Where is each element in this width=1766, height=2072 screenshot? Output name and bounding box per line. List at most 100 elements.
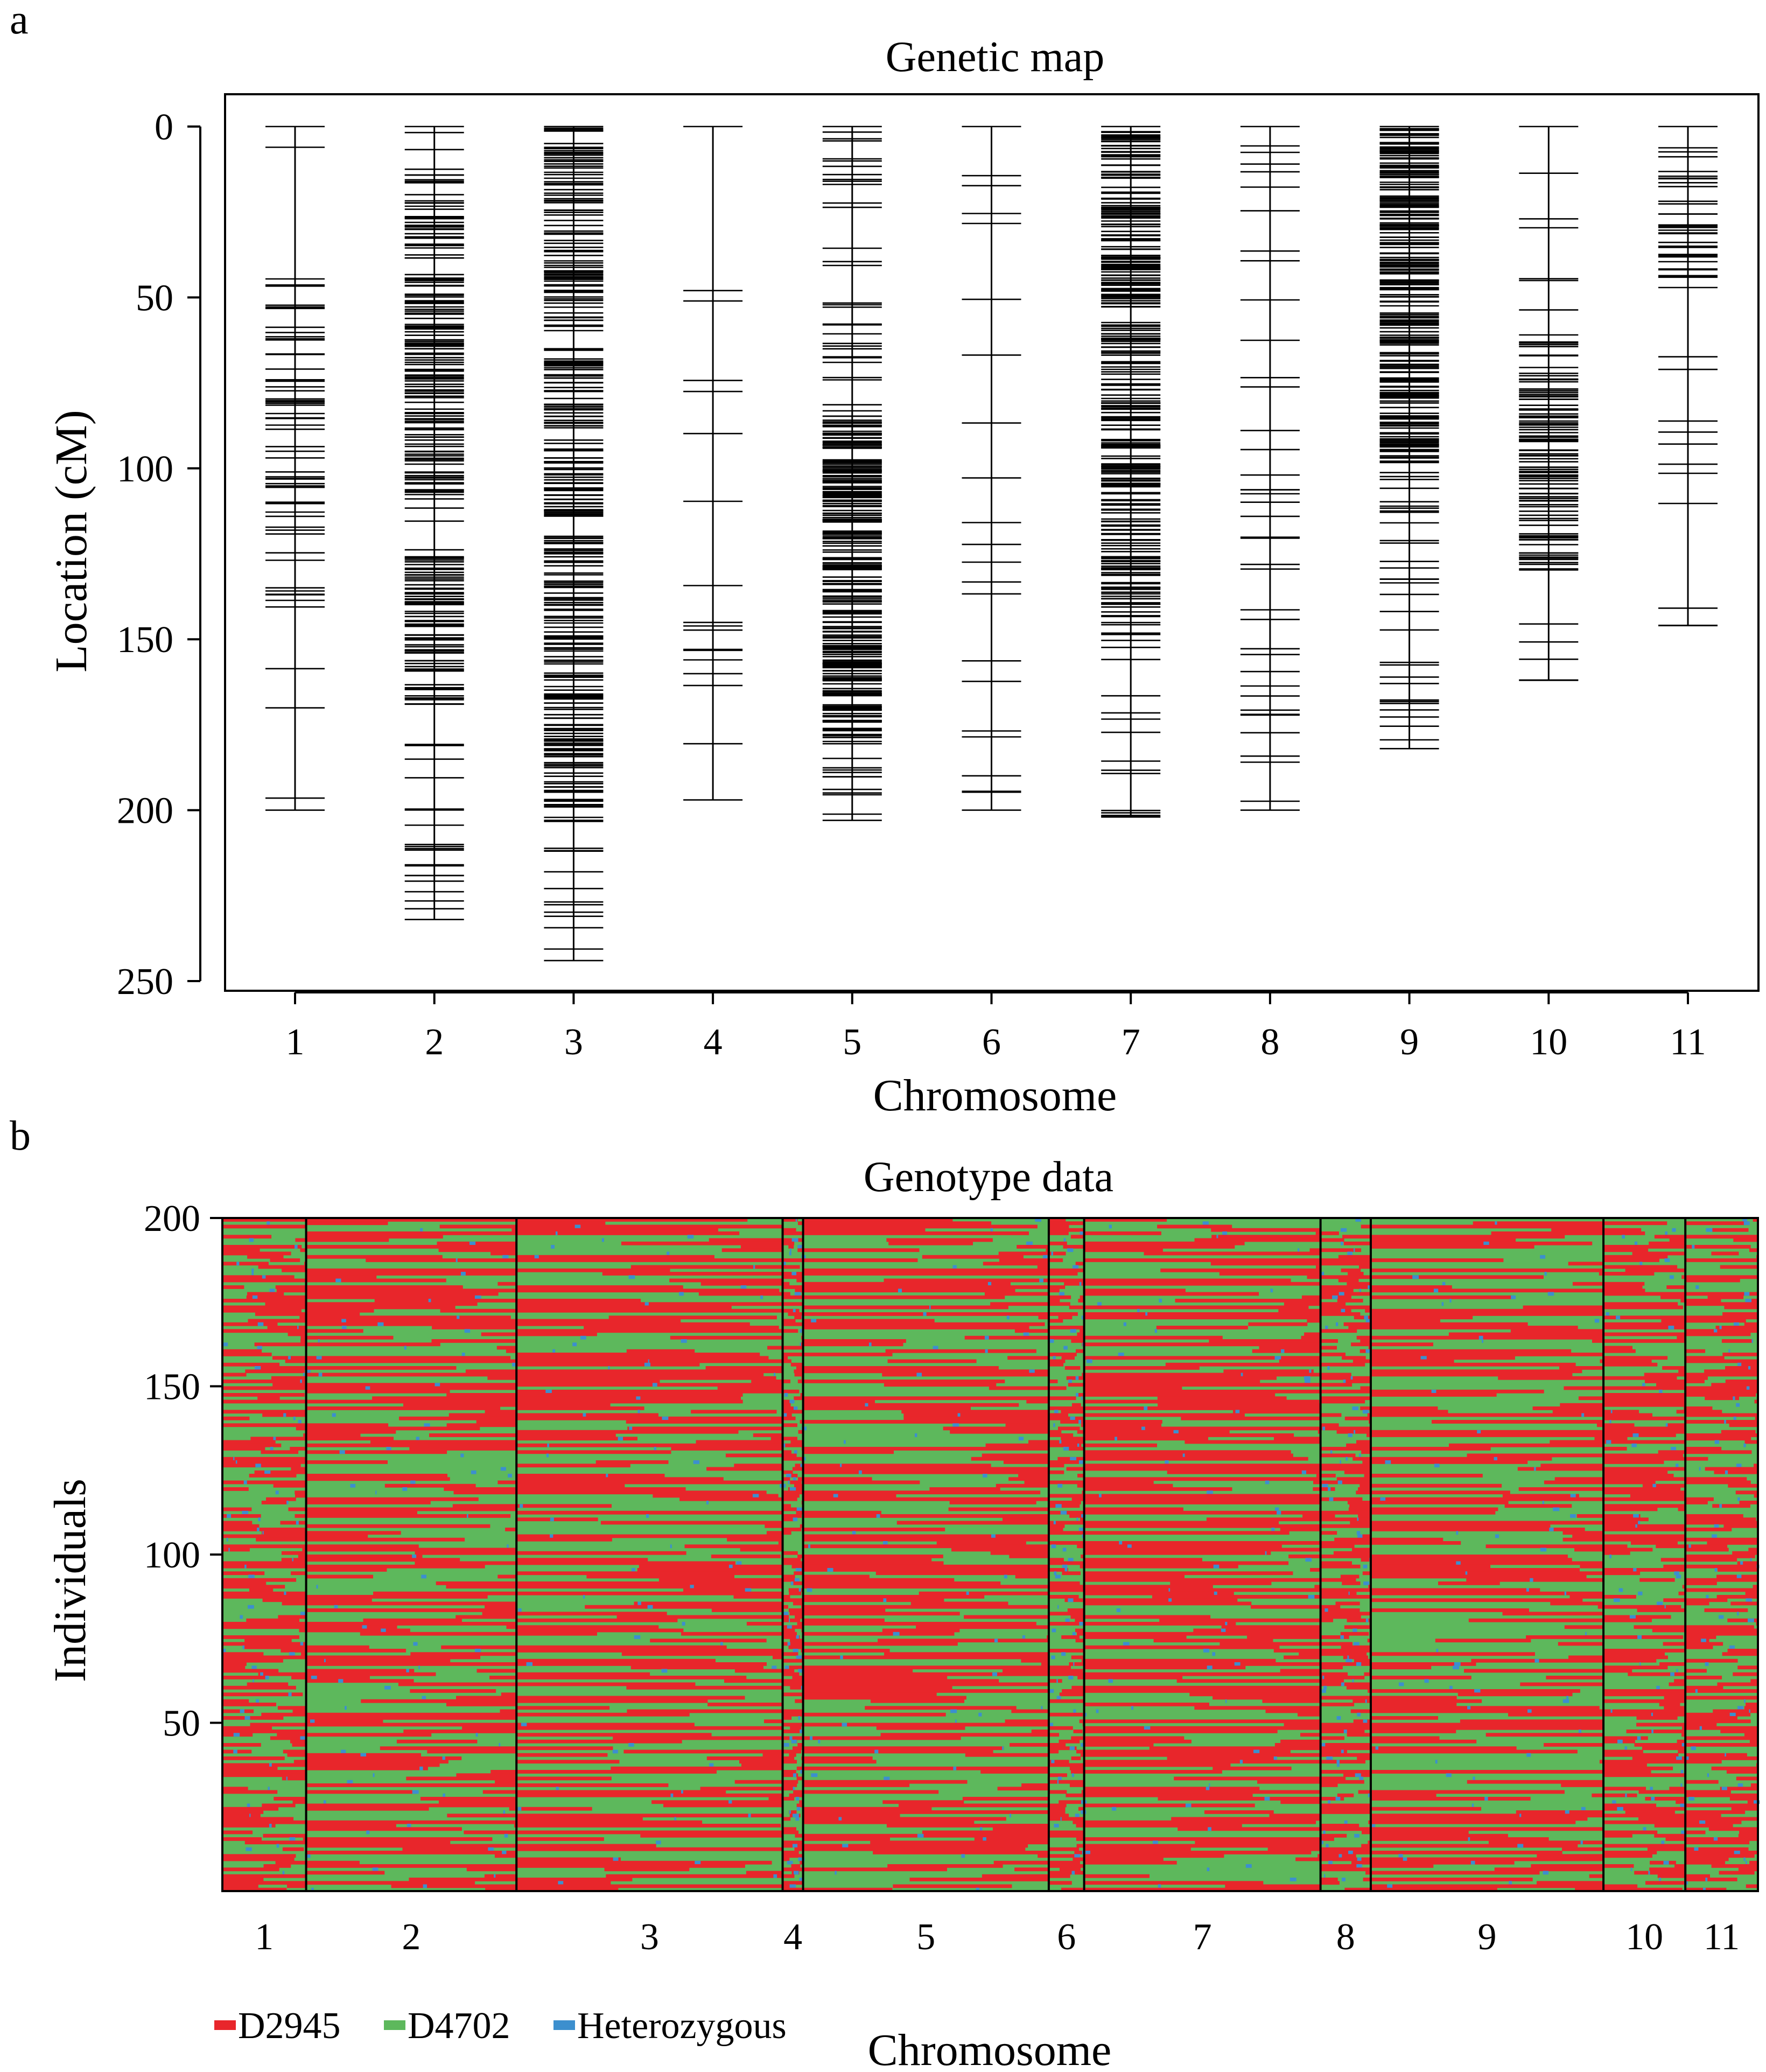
genotype-block	[1320, 1480, 1371, 1485]
genotype-block	[1371, 1807, 1482, 1811]
x-tick-label: 10	[1625, 1916, 1663, 1958]
genotype-block	[306, 1824, 396, 1828]
genotype-block	[586, 1574, 734, 1579]
genotype-block	[782, 1477, 790, 1481]
genotype-block	[1003, 1517, 1049, 1522]
genotype-block	[306, 1507, 517, 1511]
heterozygous-block	[772, 1665, 777, 1670]
genotype-block	[653, 1494, 779, 1498]
heterozygous-block	[811, 1773, 818, 1777]
panel-letter-a: a	[10, 0, 29, 43]
genotype-block	[1603, 1231, 1645, 1235]
genotype-block	[1540, 1464, 1604, 1468]
genotype-block	[1320, 1531, 1337, 1535]
heterozygous-block	[1352, 1406, 1358, 1410]
genotype-block	[782, 1265, 800, 1269]
heterozygous-block	[953, 1766, 957, 1770]
genotype-block	[306, 1568, 387, 1572]
genotype-block	[1048, 1679, 1062, 1683]
heterozygous-block	[1209, 1783, 1210, 1787]
heterozygous-block	[384, 1685, 391, 1690]
heterozygous-block	[1119, 1541, 1123, 1545]
genotype-block	[1084, 1420, 1162, 1424]
genotype-block	[782, 1558, 801, 1562]
heterozygous-block	[1281, 1349, 1285, 1353]
heterozygous-block	[1203, 1649, 1209, 1653]
genotype-block	[415, 1561, 517, 1565]
genotype-block	[516, 1517, 598, 1522]
heterozygous-block	[235, 1460, 237, 1464]
genotype-block	[1685, 1413, 1758, 1417]
genotype-block	[1080, 1329, 1084, 1333]
genotype-block	[306, 1245, 517, 1249]
genotype-block	[1603, 1749, 1643, 1754]
heterozygous-block	[407, 1824, 411, 1828]
genotype-block	[627, 1709, 783, 1713]
genotype-block	[1685, 1558, 1737, 1562]
heterozygous-block	[955, 1719, 957, 1724]
genotype-block	[1165, 1362, 1321, 1367]
genotype-block	[1274, 1437, 1321, 1441]
genotype-block	[306, 1514, 511, 1518]
heterozygous-block	[788, 1480, 790, 1485]
genotype-block	[733, 1595, 783, 1599]
heterozygous-block	[1743, 1221, 1750, 1226]
genotype-block	[456, 1773, 517, 1777]
genotype-block	[1320, 1383, 1352, 1387]
genotype-block	[782, 1652, 798, 1656]
genotype-block	[222, 1224, 306, 1229]
heterozygous-block	[227, 1514, 232, 1518]
genotype-block	[922, 1255, 1024, 1259]
genotype-block	[516, 1706, 610, 1710]
heterozygous-block	[1740, 1561, 1743, 1565]
heterozygous-block	[1534, 1658, 1539, 1663]
heterozygous-block	[1079, 1282, 1082, 1286]
genotype-block	[1084, 1289, 1186, 1293]
genotype-block	[1603, 1245, 1686, 1249]
genotype-block	[782, 1322, 803, 1326]
genotype-block	[1371, 1793, 1436, 1797]
heterozygous-block	[1078, 1420, 1081, 1424]
heterozygous-block	[410, 1480, 416, 1485]
genotype-block	[222, 1837, 262, 1841]
genotype-block	[1603, 1844, 1686, 1848]
genotype-block	[516, 1618, 678, 1622]
genotype-block	[516, 1224, 783, 1229]
genotype-block	[1075, 1639, 1084, 1643]
genotype-block	[790, 1440, 803, 1444]
heterozygous-block	[1517, 1844, 1524, 1848]
genotype-block	[1213, 1696, 1321, 1700]
genotype-block	[1320, 1238, 1344, 1242]
genotype-block	[1314, 1585, 1321, 1589]
genotype-block	[1084, 1887, 1321, 1892]
genotype-block	[516, 1487, 686, 1491]
genotype-block	[306, 1272, 517, 1276]
genotype-block	[1371, 1528, 1585, 1531]
genotype-block	[306, 1628, 410, 1633]
genotype-block	[882, 1373, 1049, 1377]
heterozygous-block	[1368, 1285, 1372, 1289]
genotype-block	[1737, 1561, 1758, 1565]
heterozygous-block	[1052, 1628, 1056, 1633]
genotype-block	[439, 1224, 517, 1229]
heterozygous-block	[1326, 1844, 1329, 1848]
heterozygous-block	[644, 1362, 650, 1367]
genotype-block	[466, 1867, 517, 1872]
genotype-block	[1061, 1887, 1084, 1892]
genotype-block	[989, 1386, 1049, 1390]
genotype-block	[1603, 1386, 1686, 1390]
heterozygous-block	[1746, 1860, 1747, 1865]
genotype-block	[650, 1639, 767, 1643]
genotype-block	[291, 1571, 306, 1576]
genotype-block	[782, 1723, 803, 1727]
heterozygous-block	[1275, 1507, 1279, 1511]
genotype-block	[1320, 1413, 1342, 1417]
genotype-block	[1320, 1578, 1356, 1582]
genotype-block	[623, 1749, 783, 1754]
heterozygous-block	[1617, 1807, 1623, 1811]
genotype-block	[1685, 1221, 1749, 1226]
genotype-block	[516, 1406, 644, 1410]
genotype-block	[438, 1800, 517, 1804]
genotype-block	[782, 1514, 802, 1518]
genotype-block	[1048, 1669, 1083, 1673]
